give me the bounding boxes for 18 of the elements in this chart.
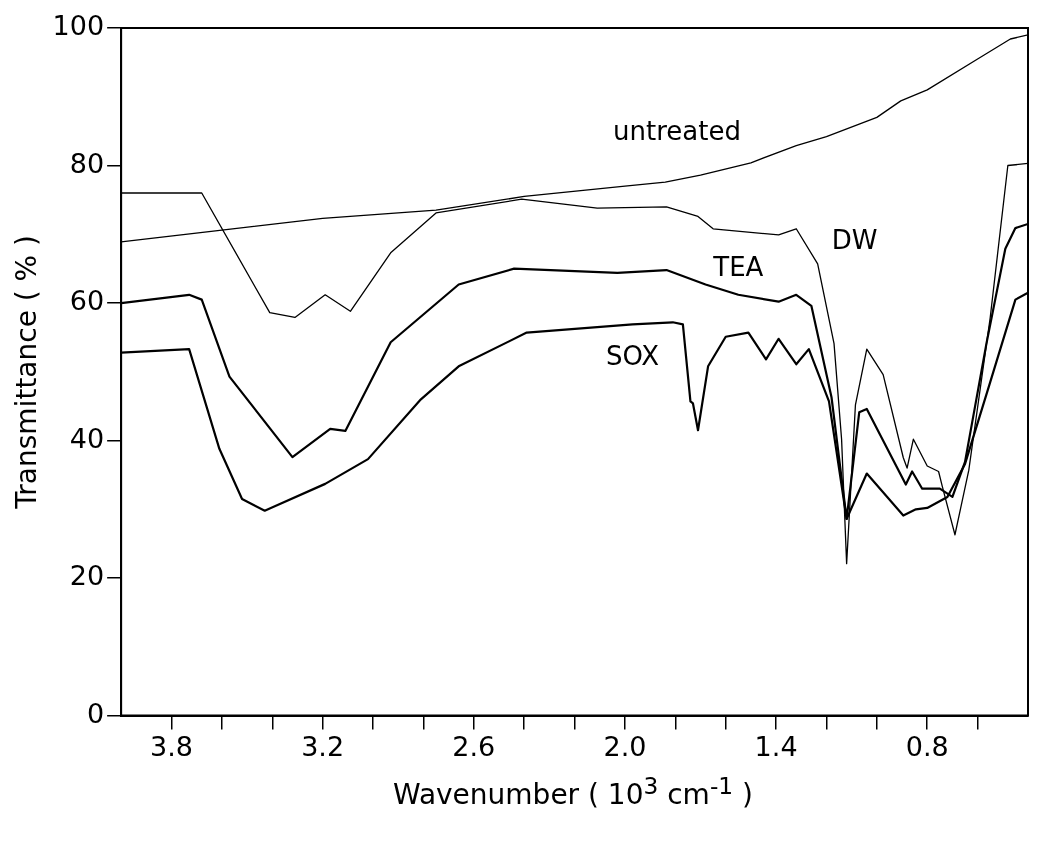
y-tick-label: 100 bbox=[52, 10, 105, 42]
y-tick-label: 0 bbox=[86, 697, 105, 729]
x-tick-label: 0.8 bbox=[905, 730, 949, 762]
x-axis-title: Wavenumber ( 10$^{3}$ cm$^{-1}$ ) bbox=[392, 772, 754, 812]
series-label: TEA bbox=[712, 251, 764, 282]
series-label: untreated bbox=[613, 115, 741, 146]
y-tick-label: 20 bbox=[69, 560, 105, 592]
x-tick-label: 2.0 bbox=[603, 730, 647, 762]
y-tick-label: 80 bbox=[69, 147, 105, 179]
series-label: DW bbox=[831, 224, 878, 255]
x-tick-label: 1.4 bbox=[754, 730, 798, 762]
x-tick-label: 3.8 bbox=[150, 730, 193, 762]
x-tick-label: 2.6 bbox=[452, 730, 496, 762]
series-label: SOX bbox=[605, 341, 660, 372]
x-tick-label: 3.2 bbox=[301, 730, 345, 762]
y-tick-label: 60 bbox=[69, 285, 105, 317]
y-axis-title: Transmittance ( % ) bbox=[10, 234, 44, 510]
y-tick-label: 40 bbox=[69, 422, 105, 454]
